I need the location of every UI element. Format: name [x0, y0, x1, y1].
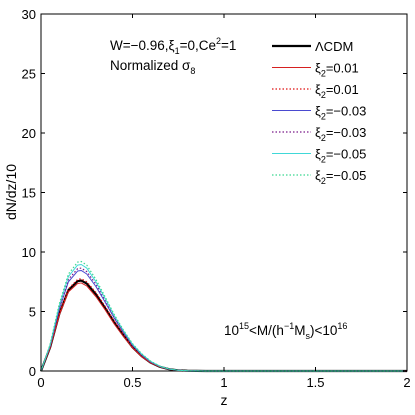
- x-axis-ticks: 0 0.5 1 1.5 2: [37, 14, 411, 390]
- legend-label-6: ξ2=−0.05: [315, 147, 366, 165]
- x-tick-label: 2: [403, 375, 410, 390]
- legend-label-2: ξ2=0.01: [315, 61, 359, 79]
- series-line-7: [40, 260, 407, 372]
- x-tick-label: 1: [220, 375, 227, 390]
- legend-label-1: ΛCDM: [315, 39, 353, 54]
- y-tick-label: 15: [22, 186, 36, 201]
- y-tick-label: 10: [22, 245, 36, 260]
- y-tick-label: 25: [22, 67, 36, 82]
- y-tick-label: 0: [29, 364, 36, 379]
- annotation-normalization: Normalized σ8: [110, 58, 195, 76]
- series-lines: [39, 260, 407, 373]
- y-tick-label: 5: [29, 305, 36, 320]
- x-tick-label: 0: [37, 375, 44, 390]
- y-axis-label: dN/dz/10: [3, 164, 19, 220]
- legend: ΛCDM ξ2=0.01 ξ2=0.01 ξ2=−0.03 ξ2=−0.03 ξ2=−0.…: [272, 39, 366, 186]
- annotation-mass-range: 1015<M/(h−1Ms)<1016: [224, 321, 347, 341]
- legend-label-4: ξ2=−0.03: [315, 104, 366, 122]
- y-axis-ticks: 0 5 10 15 20 25 30: [22, 7, 407, 379]
- y-tick-label: 20: [22, 126, 36, 141]
- y-tick-label: 30: [22, 7, 36, 22]
- legend-label-7: ξ2=−0.05: [315, 168, 366, 186]
- x-tick-label: 1.5: [306, 375, 324, 390]
- series-line-3: [40, 278, 407, 372]
- x-tick-label: 0.5: [123, 375, 141, 390]
- x-axis-label: z: [221, 392, 228, 408]
- annotation-parameters: W=−0.96,ξ1=0,Ce2=1: [110, 36, 236, 56]
- legend-label-5: ξ2=−0.03: [315, 125, 366, 143]
- plot-area: [40, 13, 408, 372]
- legend-label-3: ξ2=0.01: [315, 82, 359, 100]
